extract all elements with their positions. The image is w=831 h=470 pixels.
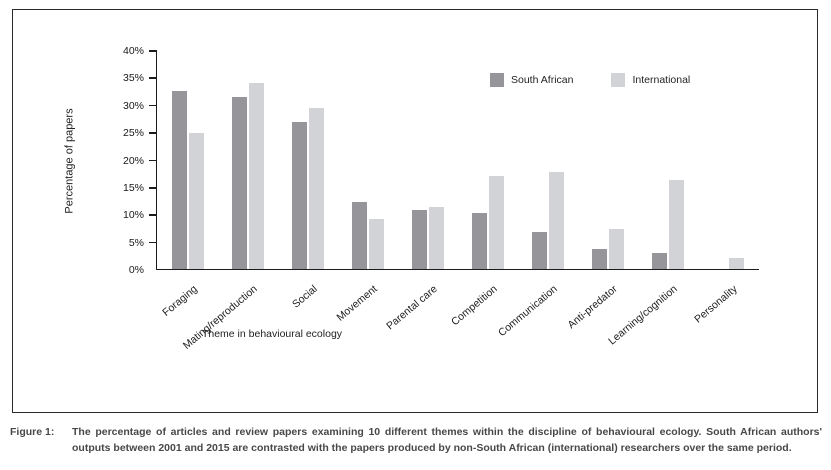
y-axis-title: Percentage of papers [53, 51, 87, 270]
y-axis-title-text: Percentage of papers [64, 107, 76, 214]
bar-south-african-anti-predator [592, 249, 607, 269]
legend: South African International [490, 73, 690, 87]
y-tick-label: 30% [122, 99, 144, 112]
bar-south-african-learning-cognition [652, 253, 667, 269]
bar-international-parental-care [429, 206, 444, 269]
legend-swatch-south-african [490, 73, 504, 87]
bar-south-african-movement [352, 202, 367, 269]
y-tick-label: 5% [128, 236, 144, 249]
bar-south-african-parental-care [412, 209, 427, 269]
x-tick-label-learning-cognition: Learning/cognition [606, 283, 680, 348]
bar-international-communication [549, 171, 564, 269]
x-tick-label-communication: Communication [496, 283, 560, 340]
y-tick-mark [149, 132, 157, 134]
bar-international-social [309, 108, 324, 269]
bar-international-movement [369, 219, 384, 269]
x-tick-label-personality: Personality [692, 283, 740, 326]
figure-caption: Figure 1: The percentage of articles and… [10, 424, 822, 457]
figure-panel: Percentage of papers 0% 5% 10% 15% 20% 25% 30%… [12, 9, 818, 413]
legend-item-south-african: South African [490, 73, 573, 87]
figure-caption-label: Figure 1: [10, 426, 55, 438]
plot-area: 0% 5% 10% 15% 20% 25% 30% 35% 40% Foraging Mating/… [123, 46, 759, 352]
figure-caption-text: The percentage of articles and review pa… [72, 426, 822, 455]
bar-south-african-social [292, 122, 307, 269]
legend-label-south-african: South African [511, 74, 574, 86]
y-tick-mark [149, 186, 157, 189]
bar-international-mating-reproduction [249, 83, 264, 269]
legend-swatch-international [611, 73, 626, 87]
x-axis-title: Theme in behavioural ecology [201, 328, 343, 340]
bar-international-learning-cognition [669, 180, 684, 269]
y-tick-label: 35% [122, 72, 144, 85]
bar-south-african-competition [472, 212, 487, 269]
y-tick-label: 40% [122, 45, 144, 57]
y-tick-mark [149, 104, 157, 107]
y-tick-mark [149, 50, 157, 52]
y-tick-mark [149, 159, 157, 162]
bar-international-personality [729, 258, 744, 269]
x-tick-label-anti-predator: Anti-predator [565, 283, 620, 332]
bar-south-african-communication [532, 231, 547, 269]
legend-label-international: International [632, 74, 691, 86]
bar-international-foraging [189, 133, 204, 269]
y-tick-mark [149, 77, 157, 80]
bar-south-african-foraging [172, 91, 187, 269]
y-tick-label: 25% [122, 127, 144, 140]
y-tick-mark [149, 241, 157, 244]
legend-item-international: International [611, 73, 690, 87]
y-tick-mark [149, 214, 157, 216]
x-tick-label-competition: Competition [449, 283, 500, 329]
y-tick-label: 20% [122, 154, 144, 167]
y-tick-label: 15% [122, 181, 144, 194]
y-tick-label: 0% [128, 264, 144, 276]
y-tick-label: 10% [122, 209, 144, 222]
bar-south-african-mating-reproduction [232, 96, 247, 269]
bar-international-competition [489, 175, 504, 269]
bar-international-anti-predator [609, 228, 624, 269]
